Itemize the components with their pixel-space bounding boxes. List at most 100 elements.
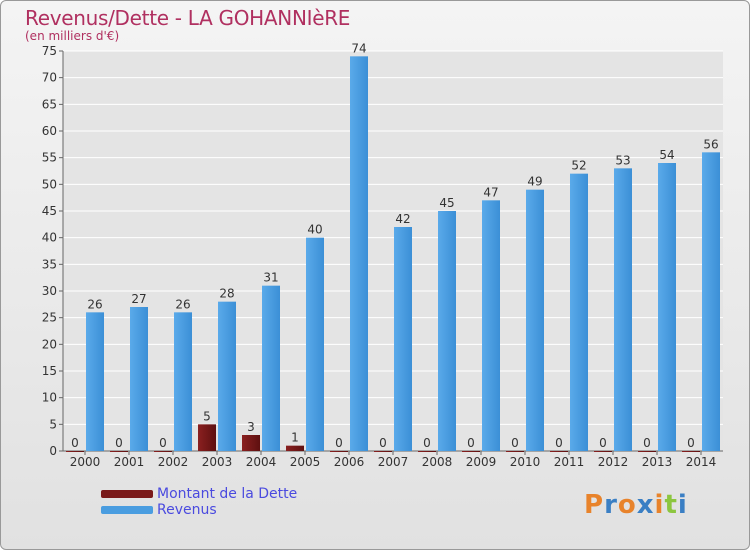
bar-dette	[506, 451, 524, 452]
bar-revenus	[130, 307, 148, 451]
bar-dette	[154, 451, 172, 452]
proxiti-logo: Proxiti	[584, 490, 688, 520]
legend-swatch-revenus	[101, 506, 153, 514]
x-tick-label: 2002	[158, 455, 189, 469]
bar-dette	[110, 451, 128, 452]
legend-swatch-dette	[101, 490, 153, 498]
x-tick-label: 2011	[554, 455, 585, 469]
chart-subtitle: (en milliers d'€)	[25, 29, 120, 43]
x-tick-label: 2006	[334, 455, 365, 469]
bar-dette	[286, 445, 304, 451]
data-label-dette: 0	[555, 436, 563, 450]
y-tick-label: 35	[42, 257, 57, 271]
data-label-dette: 3	[247, 420, 255, 434]
y-tick-label: 65	[42, 97, 57, 111]
bar-dette	[550, 451, 568, 452]
bar-dette	[374, 451, 392, 452]
chart-title: Revenus/Dette - LA GOHANNIèRE	[25, 6, 351, 30]
legend-label-revenus: Revenus	[157, 502, 217, 518]
data-label-revenus: 27	[131, 292, 146, 306]
bar-revenus	[658, 163, 676, 451]
x-tick-label: 2010	[510, 455, 541, 469]
data-label-revenus: 45	[439, 196, 454, 210]
data-label-dette: 0	[159, 436, 167, 450]
data-label-revenus: 31	[263, 271, 278, 285]
data-label-dette: 0	[467, 436, 475, 450]
bar-revenus	[218, 301, 236, 451]
data-label-dette: 0	[687, 436, 695, 450]
x-tick-label: 2001	[114, 455, 145, 469]
bar-revenus	[482, 200, 500, 451]
bar-dette	[242, 435, 260, 451]
y-tick-label: 55	[42, 151, 57, 165]
data-label-dette: 1	[291, 431, 299, 445]
y-tick-label: 75	[42, 44, 57, 58]
x-tick-label: 2004	[246, 455, 277, 469]
y-tick-label: 25	[42, 311, 57, 325]
data-label-dette: 5	[203, 409, 211, 423]
y-tick-label: 40	[42, 231, 57, 245]
data-label-revenus: 49	[527, 175, 542, 189]
data-label-dette: 0	[379, 436, 387, 450]
data-label-revenus: 53	[615, 153, 630, 167]
y-tick-label: 50	[42, 177, 57, 191]
y-tick-label: 45	[42, 204, 57, 218]
bar-revenus	[570, 173, 588, 451]
bar-revenus	[394, 227, 412, 451]
data-label-dette: 0	[643, 436, 651, 450]
x-tick-label: 2000	[70, 455, 101, 469]
y-tick-label: 5	[49, 417, 57, 431]
bar-chart: 0510152025303540455055606570752000026200…	[42, 41, 723, 469]
bar-revenus	[614, 168, 632, 452]
bar-dette	[418, 451, 436, 452]
data-label-dette: 0	[71, 436, 79, 450]
data-label-revenus: 28	[219, 287, 234, 301]
plot-area	[63, 51, 723, 451]
bar-dette	[594, 451, 612, 452]
x-tick-label: 2005	[290, 455, 321, 469]
bar-revenus	[702, 152, 720, 452]
x-tick-label: 2009	[466, 455, 497, 469]
y-tick-label: 60	[42, 124, 57, 138]
bar-revenus	[526, 189, 544, 451]
data-label-revenus: 54	[659, 148, 674, 162]
y-tick-label: 10	[42, 391, 57, 405]
bar-revenus	[174, 312, 192, 451]
bar-dette	[638, 451, 656, 452]
y-tick-label: 30	[42, 284, 57, 298]
data-label-revenus: 56	[703, 137, 718, 151]
x-tick-label: 2014	[686, 455, 717, 469]
data-label-dette: 0	[115, 436, 123, 450]
bar-revenus	[262, 285, 280, 451]
data-label-revenus: 26	[175, 297, 190, 311]
bar-revenus	[438, 211, 456, 451]
y-tick-label: 0	[49, 444, 57, 458]
bar-dette	[330, 451, 348, 452]
y-tick-label: 70	[42, 71, 57, 85]
data-label-revenus: 26	[87, 297, 102, 311]
x-tick-label: 2008	[422, 455, 453, 469]
bar-dette	[682, 451, 700, 452]
x-tick-label: 2007	[378, 455, 409, 469]
data-label-revenus: 42	[395, 212, 410, 226]
bar-revenus	[86, 312, 104, 451]
y-tick-label: 15	[42, 364, 57, 378]
bar-dette	[66, 451, 84, 452]
x-tick-label: 2012	[598, 455, 629, 469]
bar-revenus	[350, 56, 368, 451]
y-tick-label: 20	[42, 337, 57, 351]
data-label-dette: 0	[511, 436, 519, 450]
data-label-revenus: 40	[307, 223, 322, 237]
data-label-dette: 0	[335, 436, 343, 450]
bar-dette	[462, 451, 480, 452]
bar-dette	[198, 424, 216, 451]
data-label-revenus: 74	[351, 41, 366, 55]
legend-label-dette: Montant de la Dette	[157, 486, 298, 502]
x-tick-label: 2003	[202, 455, 233, 469]
data-label-dette: 0	[423, 436, 431, 450]
x-tick-label: 2013	[642, 455, 673, 469]
data-label-dette: 0	[599, 436, 607, 450]
bar-revenus	[306, 237, 324, 451]
data-label-revenus: 52	[571, 159, 586, 173]
